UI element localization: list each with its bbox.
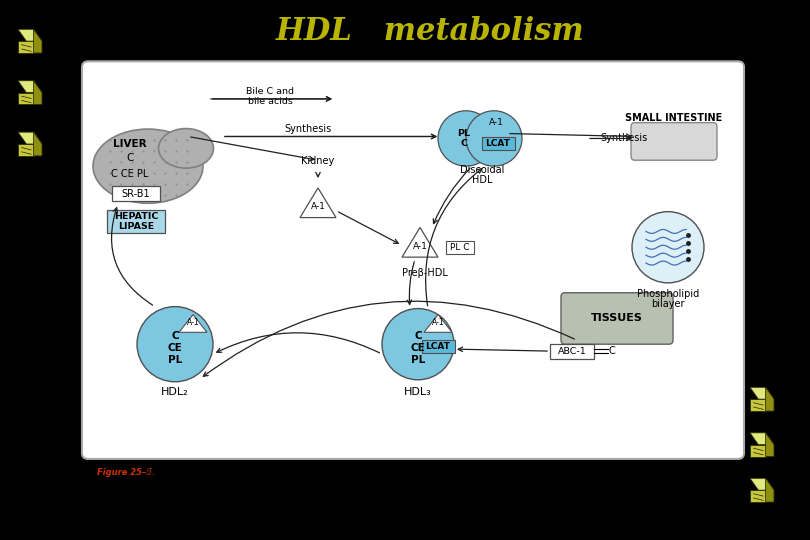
Text: increased by androgens and decreased by estrogens, which may account for higher : increased by androgens and decreased by … — [97, 519, 500, 529]
Ellipse shape — [159, 129, 214, 168]
Text: tein lipase on chylomicrons and VLDL are another source of preβ-HDL. Hepatic lip: tein lipase on chylomicrons and VLDL are… — [97, 509, 499, 518]
Text: A-I, apolipoprotein A-I; SR-B1, scavenger receptor B1; ABC-1, ATP binding casset: A-I, apolipoprotein A-I; SR-B1, scavenge… — [97, 489, 507, 497]
Text: PL C: PL C — [450, 243, 470, 252]
Text: Preβ-HDL: Preβ-HDL — [402, 268, 448, 278]
Polygon shape — [750, 444, 765, 456]
Circle shape — [632, 212, 704, 283]
Text: A-1: A-1 — [488, 118, 504, 127]
Polygon shape — [765, 478, 774, 502]
Text: C: C — [171, 331, 179, 341]
Polygon shape — [33, 132, 42, 156]
Text: HDL₂: HDL₂ — [161, 387, 189, 397]
Text: Synthesis: Synthesis — [600, 133, 647, 144]
Text: ABC-1: ABC-1 — [557, 347, 586, 356]
Text: C: C — [126, 153, 134, 163]
Text: C: C — [414, 331, 422, 341]
Text: Phospholipid: Phospholipid — [637, 289, 699, 299]
Text: A-1: A-1 — [412, 242, 428, 251]
Text: PL: PL — [411, 355, 425, 365]
Polygon shape — [18, 80, 42, 92]
Polygon shape — [33, 80, 42, 104]
Text: bilayer: bilayer — [651, 299, 684, 309]
Polygon shape — [750, 399, 765, 411]
Text: bile acids: bile acids — [248, 97, 292, 106]
Text: C: C — [608, 346, 616, 356]
Text: Synthesis: Synthesis — [284, 124, 331, 133]
Text: Preβ-HDL, HDL₂, HDL₃—see Table 25–1. Surplus surface constituents from the actio: Preβ-HDL, HDL₂, HDL₃—see Table 25–1. Sur… — [97, 499, 497, 508]
Polygon shape — [18, 41, 33, 53]
Text: Metabolism of high-density lipoprotein (HDL) in reverse cholesterol transport.: Metabolism of high-density lipoprotein (… — [139, 468, 474, 477]
Polygon shape — [18, 144, 33, 156]
Text: A-1: A-1 — [432, 318, 445, 327]
Text: HDL₃: HDL₃ — [404, 387, 432, 397]
Text: PL: PL — [168, 355, 182, 365]
Ellipse shape — [93, 129, 203, 203]
Text: SR-B1: SR-B1 — [122, 189, 151, 199]
FancyBboxPatch shape — [631, 123, 717, 160]
Polygon shape — [424, 314, 452, 332]
Polygon shape — [33, 29, 42, 53]
Text: tions of plasma HDL₂ in women.: tions of plasma HDL₂ in women. — [97, 530, 231, 539]
Bar — [446, 241, 474, 254]
Polygon shape — [18, 92, 33, 104]
Circle shape — [137, 307, 213, 382]
Text: Bile C and: Bile C and — [246, 87, 294, 97]
FancyBboxPatch shape — [82, 62, 744, 459]
Polygon shape — [18, 132, 42, 144]
Bar — [481, 137, 514, 150]
Text: Figure 25–5.: Figure 25–5. — [97, 468, 156, 477]
Text: CE: CE — [411, 343, 425, 353]
Polygon shape — [18, 29, 42, 41]
Text: CE: CE — [168, 343, 182, 353]
Text: SMALL INTESTINE: SMALL INTESTINE — [625, 113, 723, 123]
Text: HDL   metabolism: HDL metabolism — [275, 16, 584, 47]
Text: LIVER: LIVER — [113, 139, 147, 150]
Polygon shape — [402, 227, 438, 257]
Text: PL
C: PL C — [458, 129, 471, 148]
Text: LCAT: LCAT — [425, 342, 450, 350]
Polygon shape — [765, 387, 774, 411]
Polygon shape — [179, 314, 207, 332]
Polygon shape — [750, 478, 774, 490]
Bar — [421, 340, 454, 353]
Text: TISSUES: TISSUES — [591, 313, 643, 323]
Polygon shape — [765, 433, 774, 456]
Text: LCAT: LCAT — [485, 139, 510, 148]
Polygon shape — [750, 387, 774, 399]
Text: Discoidal: Discoidal — [460, 165, 504, 175]
Text: C CE PL: C CE PL — [111, 169, 149, 179]
Bar — [550, 343, 594, 359]
Text: (LCAT, lecithin:cholesterol acyltransferase; C, cholesterol; CE, cholesteryl est: (LCAT, lecithin:cholesterol acyltransfer… — [97, 478, 507, 487]
Bar — [107, 210, 165, 233]
Circle shape — [466, 111, 522, 166]
Bar — [112, 186, 160, 201]
Text: HEPATIC
LIPASE: HEPATIC LIPASE — [114, 212, 158, 231]
Polygon shape — [750, 490, 765, 502]
Text: HDL: HDL — [471, 175, 492, 185]
Polygon shape — [300, 188, 336, 218]
Circle shape — [382, 308, 454, 380]
Circle shape — [438, 111, 494, 166]
FancyBboxPatch shape — [561, 293, 673, 344]
Polygon shape — [750, 433, 774, 444]
Text: Kidney: Kidney — [301, 156, 335, 166]
Text: A-1: A-1 — [310, 202, 326, 211]
Text: A-1: A-1 — [186, 318, 199, 327]
